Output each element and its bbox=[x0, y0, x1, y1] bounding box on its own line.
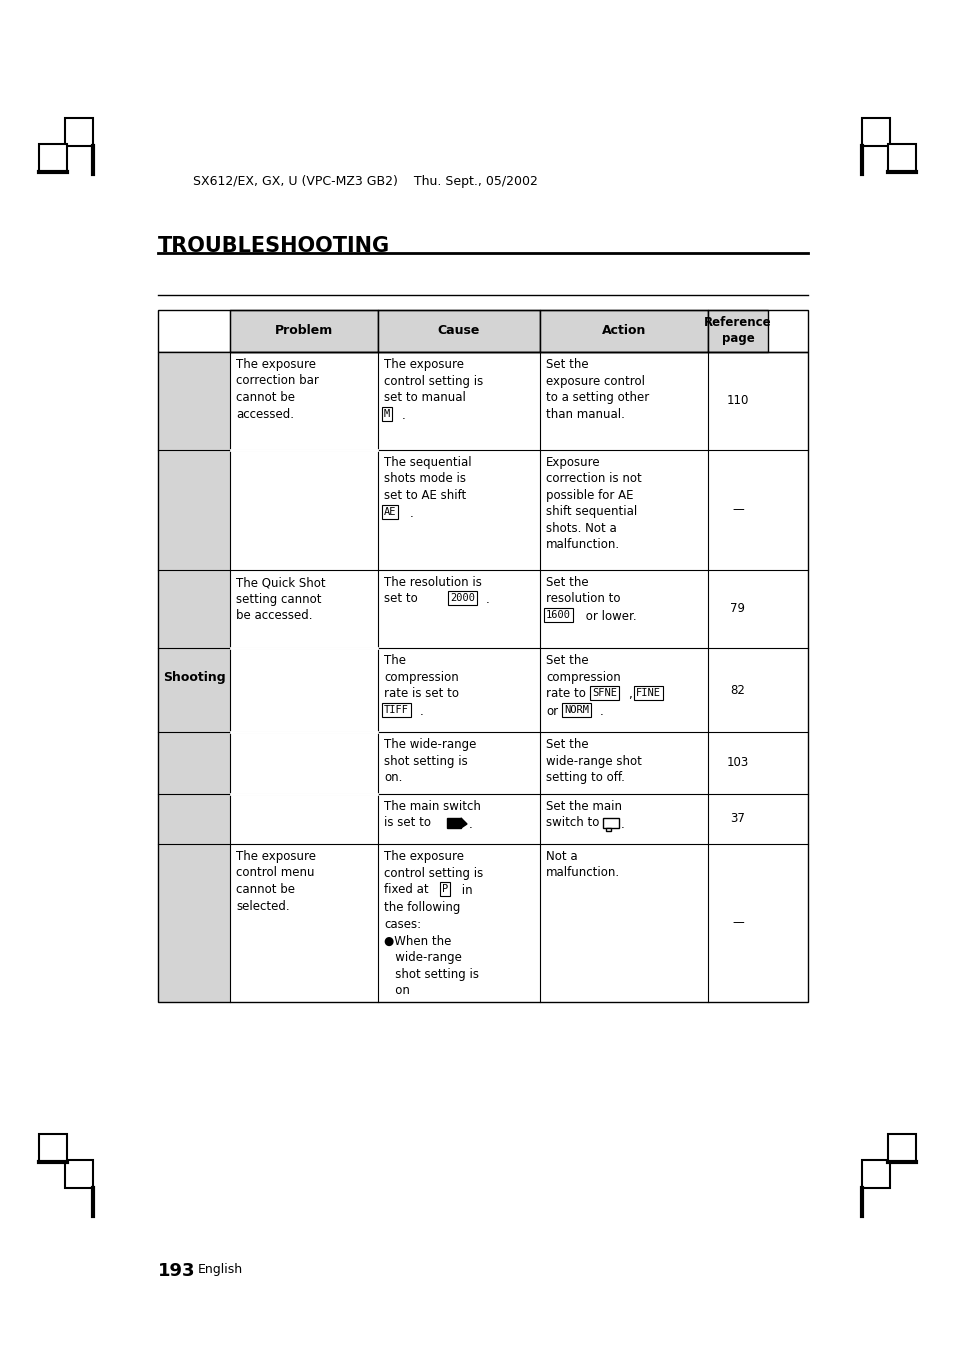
Text: .: . bbox=[419, 704, 423, 718]
Text: —: — bbox=[731, 917, 743, 930]
Bar bbox=[447, 818, 460, 827]
Text: or lower.: or lower. bbox=[581, 610, 636, 623]
Bar bbox=[230, 310, 377, 352]
Text: Exposure
correction is not
possible for AE
shift sequential
shots. Not a
malfunc: Exposure correction is not possible for … bbox=[545, 456, 641, 552]
Text: The exposure
control menu
cannot be
selected.: The exposure control menu cannot be sele… bbox=[235, 850, 315, 913]
Text: the following
cases:: the following cases: bbox=[384, 900, 460, 930]
Text: .: . bbox=[485, 594, 489, 606]
Text: Problem: Problem bbox=[274, 324, 333, 338]
Text: M: M bbox=[384, 410, 390, 419]
Text: AE: AE bbox=[384, 507, 396, 516]
Text: Set the
wide-range shot
setting to off.: Set the wide-range shot setting to off. bbox=[545, 738, 641, 784]
Text: NORM: NORM bbox=[563, 704, 588, 715]
Text: The sequential
shots mode is
set to AE shift: The sequential shots mode is set to AE s… bbox=[384, 456, 471, 502]
Bar bbox=[65, 118, 92, 146]
Text: The main switch
is set to: The main switch is set to bbox=[384, 800, 480, 830]
Text: TIFF: TIFF bbox=[384, 704, 409, 715]
Bar bbox=[887, 145, 915, 172]
Text: 79: 79 bbox=[730, 603, 744, 615]
Bar bbox=[539, 310, 707, 352]
Polygon shape bbox=[460, 818, 467, 827]
Text: P: P bbox=[441, 884, 448, 894]
Bar bbox=[707, 310, 767, 352]
Bar bbox=[39, 1134, 67, 1161]
Text: or: or bbox=[545, 704, 558, 718]
Text: Action: Action bbox=[601, 324, 645, 338]
Text: ●When the
   wide-range
   shot setting is
   on: ●When the wide-range shot setting is on bbox=[384, 936, 478, 998]
Text: Set the main
switch to: Set the main switch to bbox=[545, 800, 621, 830]
Bar bbox=[862, 1160, 889, 1188]
Bar bbox=[862, 118, 889, 146]
Text: ,: , bbox=[627, 688, 631, 700]
Text: .: . bbox=[599, 704, 603, 718]
Bar bbox=[158, 352, 807, 1002]
Bar bbox=[377, 310, 539, 352]
Bar bbox=[39, 145, 67, 172]
Text: in: in bbox=[457, 884, 472, 896]
Text: Cause: Cause bbox=[437, 324, 479, 338]
Bar bbox=[65, 1160, 92, 1188]
Bar bbox=[158, 310, 807, 352]
Text: FINE: FINE bbox=[636, 688, 660, 698]
Text: TROUBLESHOOTING: TROUBLESHOOTING bbox=[158, 237, 390, 256]
Text: 193: 193 bbox=[158, 1261, 195, 1280]
Text: SFNE: SFNE bbox=[592, 688, 617, 698]
Text: The exposure
control setting is
fixed at: The exposure control setting is fixed at bbox=[384, 850, 483, 896]
Text: 1600: 1600 bbox=[545, 610, 571, 621]
Text: 82: 82 bbox=[730, 684, 744, 696]
Text: The wide-range
shot setting is
on.: The wide-range shot setting is on. bbox=[384, 738, 476, 784]
Text: .: . bbox=[410, 507, 414, 521]
Text: .: . bbox=[401, 410, 405, 422]
Text: 110: 110 bbox=[726, 395, 748, 407]
Text: Set the
compression
rate to: Set the compression rate to bbox=[545, 654, 620, 700]
Bar bbox=[602, 818, 618, 827]
Bar bbox=[158, 352, 230, 1002]
Text: English: English bbox=[198, 1263, 243, 1276]
Text: Set the
exposure control
to a setting other
than manual.: Set the exposure control to a setting ot… bbox=[545, 358, 649, 420]
Text: Set the
resolution to: Set the resolution to bbox=[545, 576, 619, 606]
Text: The
compression
rate is set to: The compression rate is set to bbox=[384, 654, 458, 700]
Text: .: . bbox=[620, 818, 624, 831]
Text: The Quick Shot
setting cannot
be accessed.: The Quick Shot setting cannot be accesse… bbox=[235, 576, 325, 622]
Text: SX612/EX, GX, U (VPC-MZ3 GB2)    Thu. Sept., 05/2002: SX612/EX, GX, U (VPC-MZ3 GB2) Thu. Sept.… bbox=[193, 174, 537, 188]
Text: Not a
malfunction.: Not a malfunction. bbox=[545, 850, 619, 880]
Bar bbox=[887, 1134, 915, 1161]
Text: .: . bbox=[469, 818, 473, 831]
Text: —: — bbox=[731, 503, 743, 516]
Text: 2000: 2000 bbox=[450, 594, 475, 603]
Text: The resolution is
set to: The resolution is set to bbox=[384, 576, 481, 606]
Text: The exposure
correction bar
cannot be
accessed.: The exposure correction bar cannot be ac… bbox=[235, 358, 318, 420]
Text: The exposure
control setting is
set to manual: The exposure control setting is set to m… bbox=[384, 358, 483, 404]
Text: 37: 37 bbox=[730, 813, 744, 826]
Text: Shooting: Shooting bbox=[163, 671, 225, 684]
Bar bbox=[605, 827, 610, 831]
Text: Reference
page: Reference page bbox=[703, 316, 771, 345]
Text: 103: 103 bbox=[726, 757, 748, 769]
